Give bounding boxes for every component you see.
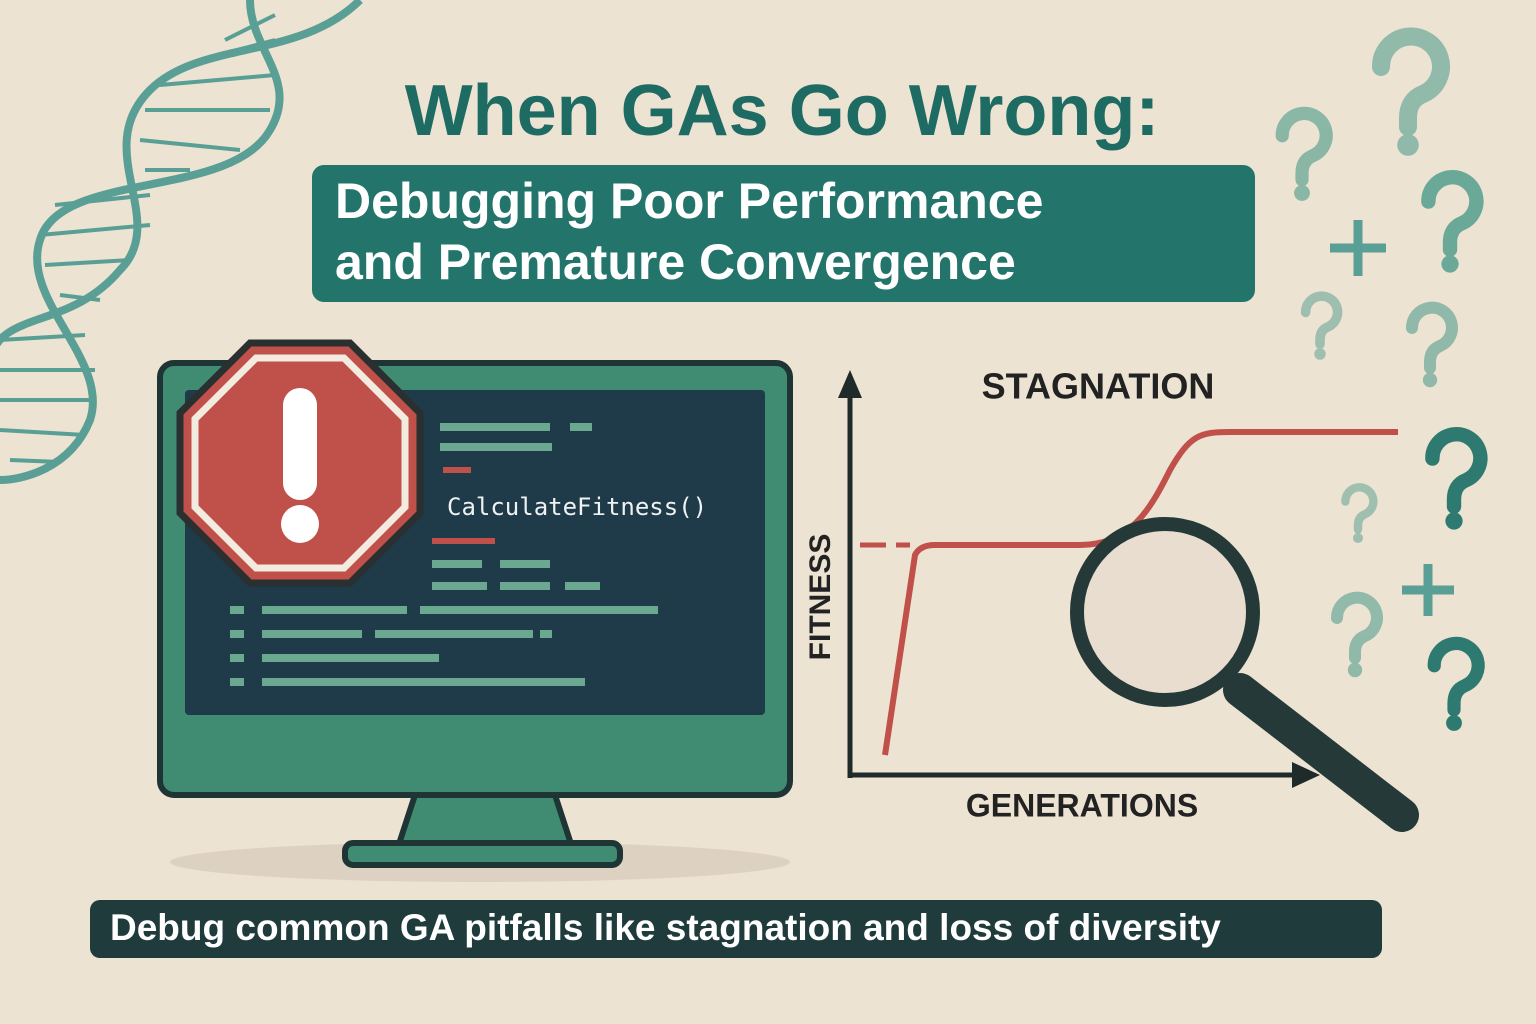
exclamation-bar xyxy=(283,388,317,500)
dna-helix xyxy=(0,0,363,484)
exclamation-dot xyxy=(281,505,319,543)
magnifier-handle xyxy=(1223,673,1419,832)
magnifier xyxy=(1070,517,1260,707)
monitor-base xyxy=(342,840,623,868)
axes xyxy=(838,370,1320,788)
subtitle-box xyxy=(312,165,1255,302)
y-axis-label: FITNESS xyxy=(804,534,837,661)
x-axis-label: GENERATIONS xyxy=(966,787,1198,823)
code-lines xyxy=(230,423,658,686)
code-error-mark xyxy=(443,467,471,473)
annotation: STAGNATION xyxy=(982,366,1215,407)
title: When GAs Go Wrong: xyxy=(405,71,1160,151)
caption: Debug common GA pitfalls like stagnation… xyxy=(110,907,1221,948)
code-text: CalculateFitness() xyxy=(447,493,707,521)
caption-box xyxy=(90,900,1382,958)
plus-signs xyxy=(1330,220,1454,616)
code-error-mark xyxy=(432,538,495,544)
monitor-stand xyxy=(393,792,577,850)
subtitle-line: and Premature Convergence xyxy=(335,234,1016,290)
warning-sign-border xyxy=(191,354,409,572)
subtitle-line: Debugging Poor Performance xyxy=(335,173,1043,229)
